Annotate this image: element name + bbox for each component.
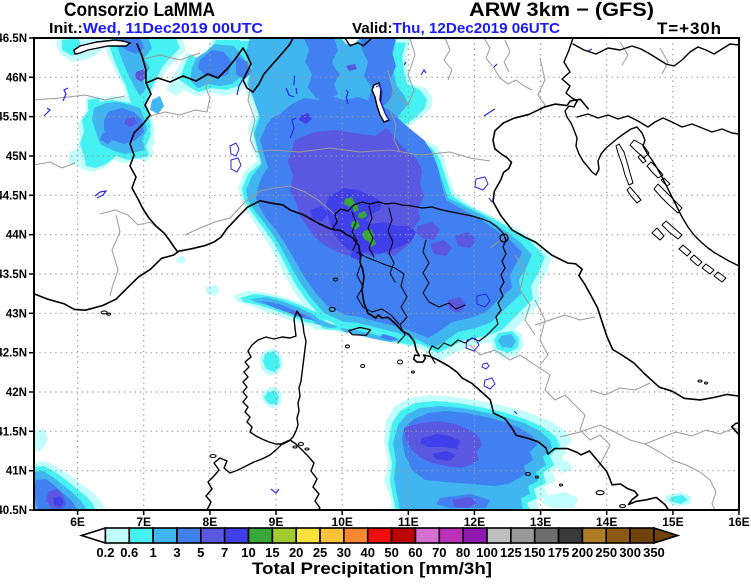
svg-text:44.5N: 44.5N (0, 190, 27, 202)
svg-text:9E: 9E (269, 515, 284, 529)
svg-text:40.5N: 40.5N (0, 505, 27, 517)
svg-text:46N: 46N (6, 72, 27, 84)
svg-text:5: 5 (197, 545, 204, 560)
svg-text:10E: 10E (332, 515, 353, 529)
svg-text:44N: 44N (6, 230, 27, 242)
svg-text:0.2: 0.2 (96, 545, 114, 560)
svg-text:46.5N: 46.5N (0, 33, 27, 45)
svg-text:T=+30h: T=+30h (657, 19, 722, 38)
svg-text:41.5N: 41.5N (0, 426, 27, 438)
svg-text:60: 60 (408, 545, 422, 560)
svg-text:43.5N: 43.5N (0, 269, 27, 281)
svg-text:100: 100 (476, 545, 498, 560)
svg-text:43N: 43N (6, 308, 27, 320)
svg-text:40: 40 (361, 545, 375, 560)
svg-text:12E: 12E (464, 515, 485, 529)
svg-text:200: 200 (572, 545, 594, 560)
svg-text:20: 20 (289, 545, 303, 560)
svg-text:80: 80 (456, 545, 470, 560)
svg-text:13E: 13E (530, 515, 551, 529)
svg-text:150: 150 (524, 545, 546, 560)
svg-text:41N: 41N (6, 466, 27, 478)
svg-text:250: 250 (595, 545, 617, 560)
svg-text:175: 175 (548, 545, 570, 560)
svg-text:Total Precipitation [mm/3h]: Total Precipitation [mm/3h] (252, 559, 492, 578)
svg-text:3: 3 (173, 545, 180, 560)
svg-text:Init.:Wed, 11Dec2019 00UTC: Init.: Wed, 11Dec2019 00UTC (49, 20, 263, 37)
svg-text:14E: 14E (596, 515, 617, 529)
svg-text:350: 350 (643, 545, 665, 560)
svg-text:Valid:Thu, 12Dec2019 06UTC: Valid:Thu, 12Dec2019 06UTC (352, 20, 560, 37)
svg-text:11E: 11E (398, 515, 419, 529)
svg-text:15E: 15E (662, 515, 683, 529)
svg-text:30: 30 (337, 545, 351, 560)
svg-text:42.5N: 42.5N (0, 348, 27, 360)
svg-text:10: 10 (241, 545, 255, 560)
svg-text:8E: 8E (203, 515, 218, 529)
svg-text:125: 125 (500, 545, 522, 560)
svg-text:70: 70 (432, 545, 446, 560)
svg-text:45N: 45N (6, 151, 27, 163)
svg-text:6E: 6E (70, 515, 85, 529)
svg-text:0.6: 0.6 (120, 545, 138, 560)
svg-text:7: 7 (221, 545, 228, 560)
svg-text:50: 50 (384, 545, 398, 560)
svg-text:15: 15 (265, 545, 279, 560)
svg-text:42N: 42N (6, 387, 27, 399)
svg-text:ARW 3km − (GFS): ARW 3km − (GFS) (469, 0, 654, 21)
svg-text:45.5N: 45.5N (0, 112, 27, 124)
svg-text:25: 25 (313, 545, 327, 560)
svg-text:300: 300 (619, 545, 641, 560)
svg-text:7E: 7E (136, 515, 151, 529)
svg-text:1: 1 (149, 545, 156, 560)
svg-text:16E: 16E (728, 515, 749, 529)
svg-text:Consorzio LaMMA: Consorzio LaMMA (64, 0, 215, 21)
